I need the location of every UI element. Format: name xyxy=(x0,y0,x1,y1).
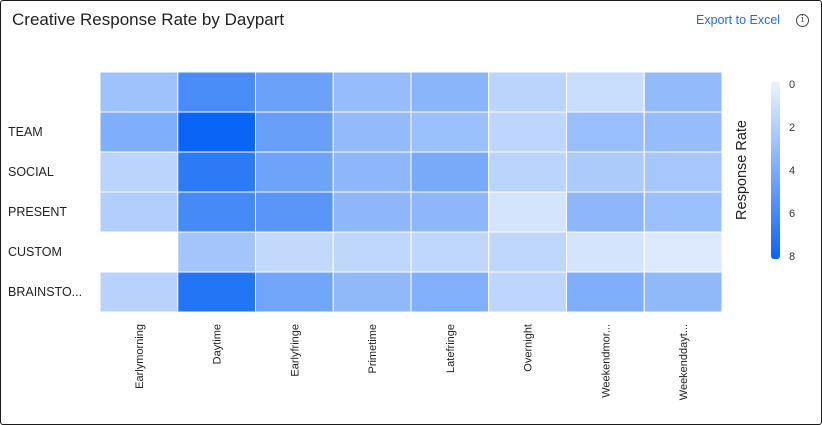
heatmap-cell[interactable] xyxy=(255,151,334,193)
heatmap-cell[interactable] xyxy=(99,231,179,273)
heatmap-cell[interactable] xyxy=(99,271,179,313)
heatmap-cell[interactable] xyxy=(410,191,490,233)
colorbar-label: Response Rate xyxy=(734,120,750,220)
colorbar-tick-label: 4 xyxy=(789,165,795,177)
colorbar-tick-label: 6 xyxy=(789,208,795,220)
heatmap-cell[interactable] xyxy=(255,111,334,153)
colorbar-tick-label: 2 xyxy=(789,122,795,134)
heatmap-cell[interactable] xyxy=(566,111,645,153)
heatmap-cell[interactable] xyxy=(332,111,412,153)
heatmap-cell[interactable] xyxy=(255,231,334,273)
y-tick-label: SOCIAL xyxy=(8,165,54,179)
y-tick-label: BRAINSTO... xyxy=(8,285,82,299)
heatmap-cells xyxy=(99,71,723,313)
y-tick-label: PRESENT xyxy=(8,205,67,219)
info-icon[interactable]: i xyxy=(796,14,809,27)
heatmap-cell[interactable] xyxy=(566,231,645,273)
heatmap-cell[interactable] xyxy=(410,151,490,193)
x-tick-label: Earlymorning xyxy=(134,324,146,389)
heatmap-cell[interactable] xyxy=(643,111,723,153)
colorbar-tick-label: 0 xyxy=(789,79,795,91)
heatmap-cell[interactable] xyxy=(488,231,567,273)
heatmap-cell[interactable] xyxy=(488,71,567,113)
heatmap-cell[interactable] xyxy=(177,71,256,113)
heatmap-cell[interactable] xyxy=(643,71,723,113)
heatmap-cell[interactable] xyxy=(410,231,490,273)
y-axis-tick-labels: TEAM SOCIAL PRESENT CUSTOM BRAINSTO... xyxy=(8,125,82,299)
x-tick-label: Earlyfringe xyxy=(289,324,301,377)
colorbar-gradient xyxy=(771,81,780,259)
heatmap-cell[interactable] xyxy=(566,191,645,233)
x-tick-label: Overnight xyxy=(523,324,535,372)
heatmap-cell[interactable] xyxy=(99,71,179,113)
heatmap-cell[interactable] xyxy=(177,191,256,233)
heatmap-cell[interactable] xyxy=(488,151,567,193)
heatmap-cell[interactable] xyxy=(332,151,412,193)
heatmap-cell[interactable] xyxy=(332,71,412,113)
heatmap-cell[interactable] xyxy=(643,151,723,193)
x-tick-label: Latefringe xyxy=(445,324,457,373)
heatmap-cell[interactable] xyxy=(332,231,412,273)
heatmap-cell[interactable] xyxy=(99,191,179,233)
colorbar-tick-label: 8 xyxy=(789,251,795,263)
colorbar: 0 2 4 6 8 Response Rate xyxy=(734,79,795,263)
heatmap-cell[interactable] xyxy=(177,151,256,193)
heatmap-cell[interactable] xyxy=(99,151,179,193)
heatmap-cell[interactable] xyxy=(643,271,723,313)
heatmap-cell[interactable] xyxy=(177,111,256,153)
x-tick-label: Weekendmor... xyxy=(600,324,612,398)
heatmap-cell[interactable] xyxy=(488,271,567,313)
x-tick-label: Weekenddayt... xyxy=(678,324,690,400)
heatmap-cell[interactable] xyxy=(566,71,645,113)
heatmap-cell[interactable] xyxy=(410,271,490,313)
x-tick-label: Primetime xyxy=(367,324,379,374)
heatmap-cell[interactable] xyxy=(643,191,723,233)
heatmap-cell[interactable] xyxy=(332,191,412,233)
heatmap-cell[interactable] xyxy=(255,271,334,313)
heatmap-cell[interactable] xyxy=(177,271,256,313)
x-axis-tick-labels: Earlymorning Daytime Earlyfringe Primetime L… xyxy=(134,324,690,400)
y-tick-label: TEAM xyxy=(8,125,43,139)
chart-title: Creative Response Rate by Daypart xyxy=(12,10,285,29)
heatmap-cell[interactable] xyxy=(99,111,179,153)
heatmap-cell[interactable] xyxy=(410,71,490,113)
heatmap-cell[interactable] xyxy=(488,191,567,233)
x-tick-label: Daytime xyxy=(212,324,224,364)
heatmap-cell[interactable] xyxy=(332,271,412,313)
heatmap-cell[interactable] xyxy=(488,111,567,153)
y-tick-label: CUSTOM xyxy=(8,245,62,259)
export-to-excel-link[interactable]: Export to Excel xyxy=(696,13,781,27)
heatmap-cell[interactable] xyxy=(643,231,723,273)
heatmap-cell[interactable] xyxy=(255,71,334,113)
heatmap-cell[interactable] xyxy=(255,191,334,233)
heatmap-cell[interactable] xyxy=(410,111,490,153)
heatmap-cell[interactable] xyxy=(566,151,645,193)
heatmap-cell[interactable] xyxy=(566,271,645,313)
heatmap-cell[interactable] xyxy=(177,231,256,273)
